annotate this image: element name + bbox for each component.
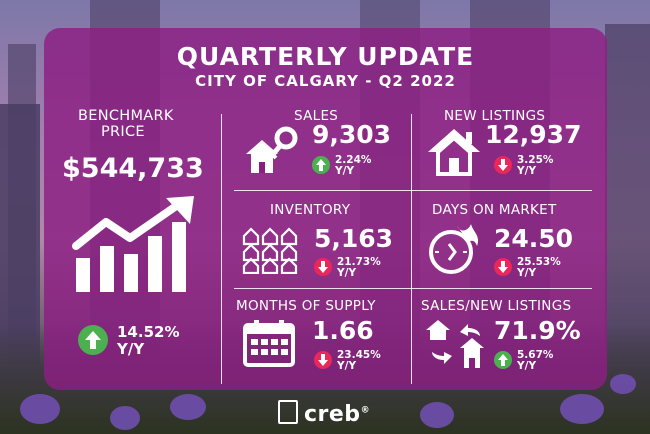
sales-new-listings-change: 5.67% (517, 349, 554, 361)
house-icon (428, 129, 480, 176)
arrow-up-icon (494, 351, 512, 369)
sales-value: 9,303 (312, 120, 392, 149)
inventory-period: Y/Y (337, 267, 357, 279)
arrow-up-icon (78, 325, 108, 355)
fast-clock-icon (429, 224, 479, 274)
arrow-down-icon (494, 258, 512, 276)
months-of-supply-change: 23.45% (337, 349, 381, 361)
page-title: QUARTERLY UPDATE (176, 42, 475, 71)
houses-grid-icon (242, 227, 298, 274)
divider-vertical-middle (411, 114, 412, 384)
sales-new-listings-label: SALES/NEW LISTINGS (421, 298, 572, 314)
months-of-supply-value: 1.66 (312, 316, 374, 345)
quarterly-update-panel: QUARTERLY UPDATE CITY OF CALGARY - Q2 20… (44, 28, 607, 390)
page-subtitle: CITY OF CALGARY - Q2 2022 (195, 72, 456, 90)
arrow-down-icon (314, 351, 332, 369)
new-listings-label: NEW LISTINGS (444, 108, 546, 124)
months-of-supply-label: MONTHS OF SUPPLY (236, 298, 376, 314)
inventory-value: 5,163 (314, 224, 394, 253)
benchmark-value: $544,733 (62, 153, 204, 184)
divider-vertical-left (221, 114, 222, 384)
days-on-market-change: 25.53% (517, 256, 561, 268)
trademark-symbol: ® (360, 405, 371, 416)
benchmark-label-line1: BENCHMARK (78, 108, 174, 124)
sales-new-listings-period: Y/Y (517, 360, 537, 372)
calendar-icon (243, 320, 295, 367)
new-listings-change: 3.25% (517, 154, 554, 166)
creb-logo: creb® (278, 400, 370, 427)
inventory-change: 21.73% (337, 256, 381, 268)
new-listings-period: Y/Y (517, 165, 537, 177)
new-listings-value: 12,937 (485, 120, 582, 149)
inventory-label: INVENTORY (270, 202, 351, 218)
divider-horizontal-top (234, 190, 592, 191)
rising-bar-chart-icon (72, 196, 194, 292)
days-on-market-value: 24.50 (494, 224, 574, 253)
sales-label: SALES (294, 108, 339, 124)
sales-period: Y/Y (335, 165, 355, 177)
benchmark-period: Y/Y (117, 340, 145, 358)
divider-horizontal-bottom (234, 288, 592, 289)
sales-new-listings-value: 71.9% (494, 316, 581, 345)
arrow-up-icon (312, 156, 330, 174)
days-on-market-period: Y/Y (517, 267, 537, 279)
house-keys-icon (246, 126, 298, 173)
benchmark-change: 14.52% (117, 323, 180, 341)
sales-change: 2.24% (335, 154, 372, 166)
arrow-down-icon (494, 156, 512, 174)
days-on-market-label: DAYS ON MARKET (432, 202, 557, 218)
house-exchange-icon (426, 320, 484, 368)
months-of-supply-period: Y/Y (337, 360, 357, 372)
benchmark-label-line2: PRICE (101, 124, 145, 140)
arrow-down-icon (314, 258, 332, 276)
creb-logo-mark-icon (278, 400, 298, 424)
creb-brand-text: creb (304, 402, 361, 427)
